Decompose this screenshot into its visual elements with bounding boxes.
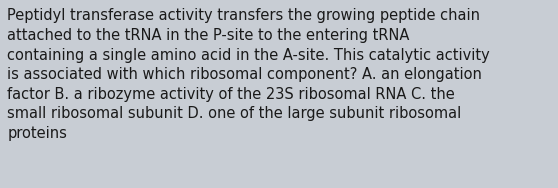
Text: Peptidyl transferase activity transfers the growing peptide chain
attached to th: Peptidyl transferase activity transfers … xyxy=(7,8,490,141)
